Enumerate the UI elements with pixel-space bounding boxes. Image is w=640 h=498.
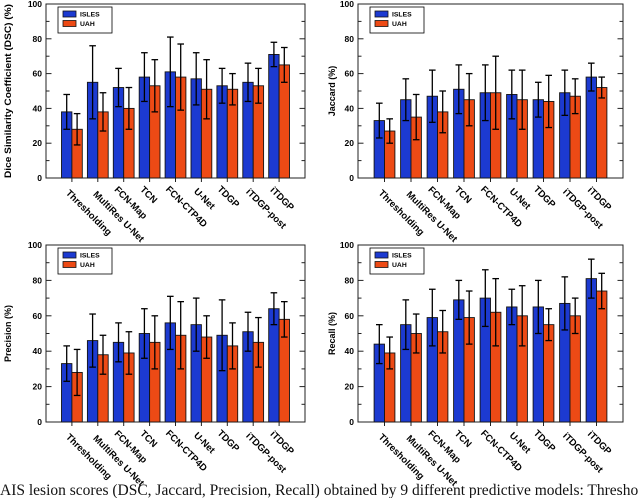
legend-label-isles: ISLES [392, 12, 412, 19]
legend-swatch-uah [374, 20, 389, 27]
y-tick-label: 0 [349, 173, 354, 183]
y-tick-label: 40 [33, 103, 43, 113]
chart-dsc: 0 20 40 60 80 100 Dice Similarity Coefficient … [3, 0, 306, 245]
legend-label-isles: ISLES [80, 253, 100, 260]
y-tick-label: 20 [33, 138, 43, 148]
legend-swatch-isles [374, 251, 389, 259]
bar-isles [585, 278, 597, 423]
y-tick-label: 100 [28, 240, 42, 250]
x-tick-label: TDGP [215, 428, 242, 455]
y-tick-label: 60 [345, 311, 355, 321]
x-tick-label: TDGP [531, 184, 558, 211]
y-tick-label: 80 [345, 275, 355, 285]
legend: ISLES UAH [369, 6, 425, 34]
legend-swatch-uah [374, 261, 389, 268]
x-tick-label: TCN [138, 184, 160, 206]
legend: ISLES UAH [57, 6, 113, 34]
x-tick-label: TCN [452, 428, 474, 450]
legend-swatch-uah [62, 261, 77, 268]
legend-swatch-isles [374, 10, 389, 18]
x-tick-label: TCN [452, 184, 474, 206]
x-tick-label: Thresholding [63, 432, 113, 482]
x-tick-label: TDGP [215, 184, 242, 211]
legend: ISLES UAH [369, 247, 425, 275]
y-tick-label: 100 [340, 240, 354, 250]
y-tick-label: 60 [345, 69, 355, 79]
bar-uah [596, 290, 608, 423]
y-tick-label: 100 [28, 0, 42, 9]
y-tick-label: 0 [349, 417, 354, 427]
y-tick-label: 80 [33, 275, 43, 285]
x-tick-label: TCN [138, 428, 160, 450]
x-tick-label: Thresholding [63, 188, 113, 238]
y-tick-label: 0 [37, 417, 42, 427]
y-tick-label: 40 [345, 103, 355, 113]
bar-isles [585, 76, 597, 179]
bar-isles [268, 308, 280, 423]
bar-uah [596, 87, 608, 179]
y-axis-label: Precision (%) [3, 305, 13, 362]
legend-label-isles: ISLES [392, 253, 412, 260]
bar-isles [268, 54, 280, 179]
y-tick-label: 60 [33, 311, 43, 321]
y-tick-label: 20 [345, 138, 355, 148]
y-tick-label: 0 [37, 173, 42, 183]
y-tick-label: 80 [33, 34, 43, 44]
legend-label-isles: ISLES [80, 12, 100, 19]
y-tick-label: 100 [340, 0, 354, 9]
y-axis-label: Recall (%) [327, 312, 337, 355]
y-tick-label: 80 [345, 34, 355, 44]
y-tick-label: 40 [345, 346, 355, 356]
y-tick-label: 20 [345, 382, 355, 392]
y-tick-label: 60 [33, 69, 43, 79]
legend-swatch-isles [62, 251, 77, 259]
figure-caption: AIS lesion scores (DSC, Jaccard, Precisi… [0, 482, 639, 498]
y-axis-label: Dice Similarity Coefficient (DSC) (%) [3, 4, 13, 178]
legend-label-uah: UAH [80, 262, 95, 269]
legend-label-uah: UAH [80, 21, 95, 28]
y-tick-label: 40 [33, 346, 43, 356]
legend-label-uah: UAH [392, 21, 407, 28]
x-tick-label: TDGP [531, 428, 558, 455]
y-tick-label: 20 [33, 382, 43, 392]
y-axis-label: Jaccard (%) [327, 66, 337, 117]
legend-swatch-uah [62, 20, 77, 27]
legend-label-uah: UAH [392, 262, 407, 269]
legend: ISLES UAH [57, 247, 113, 275]
legend-swatch-isles [62, 10, 77, 18]
